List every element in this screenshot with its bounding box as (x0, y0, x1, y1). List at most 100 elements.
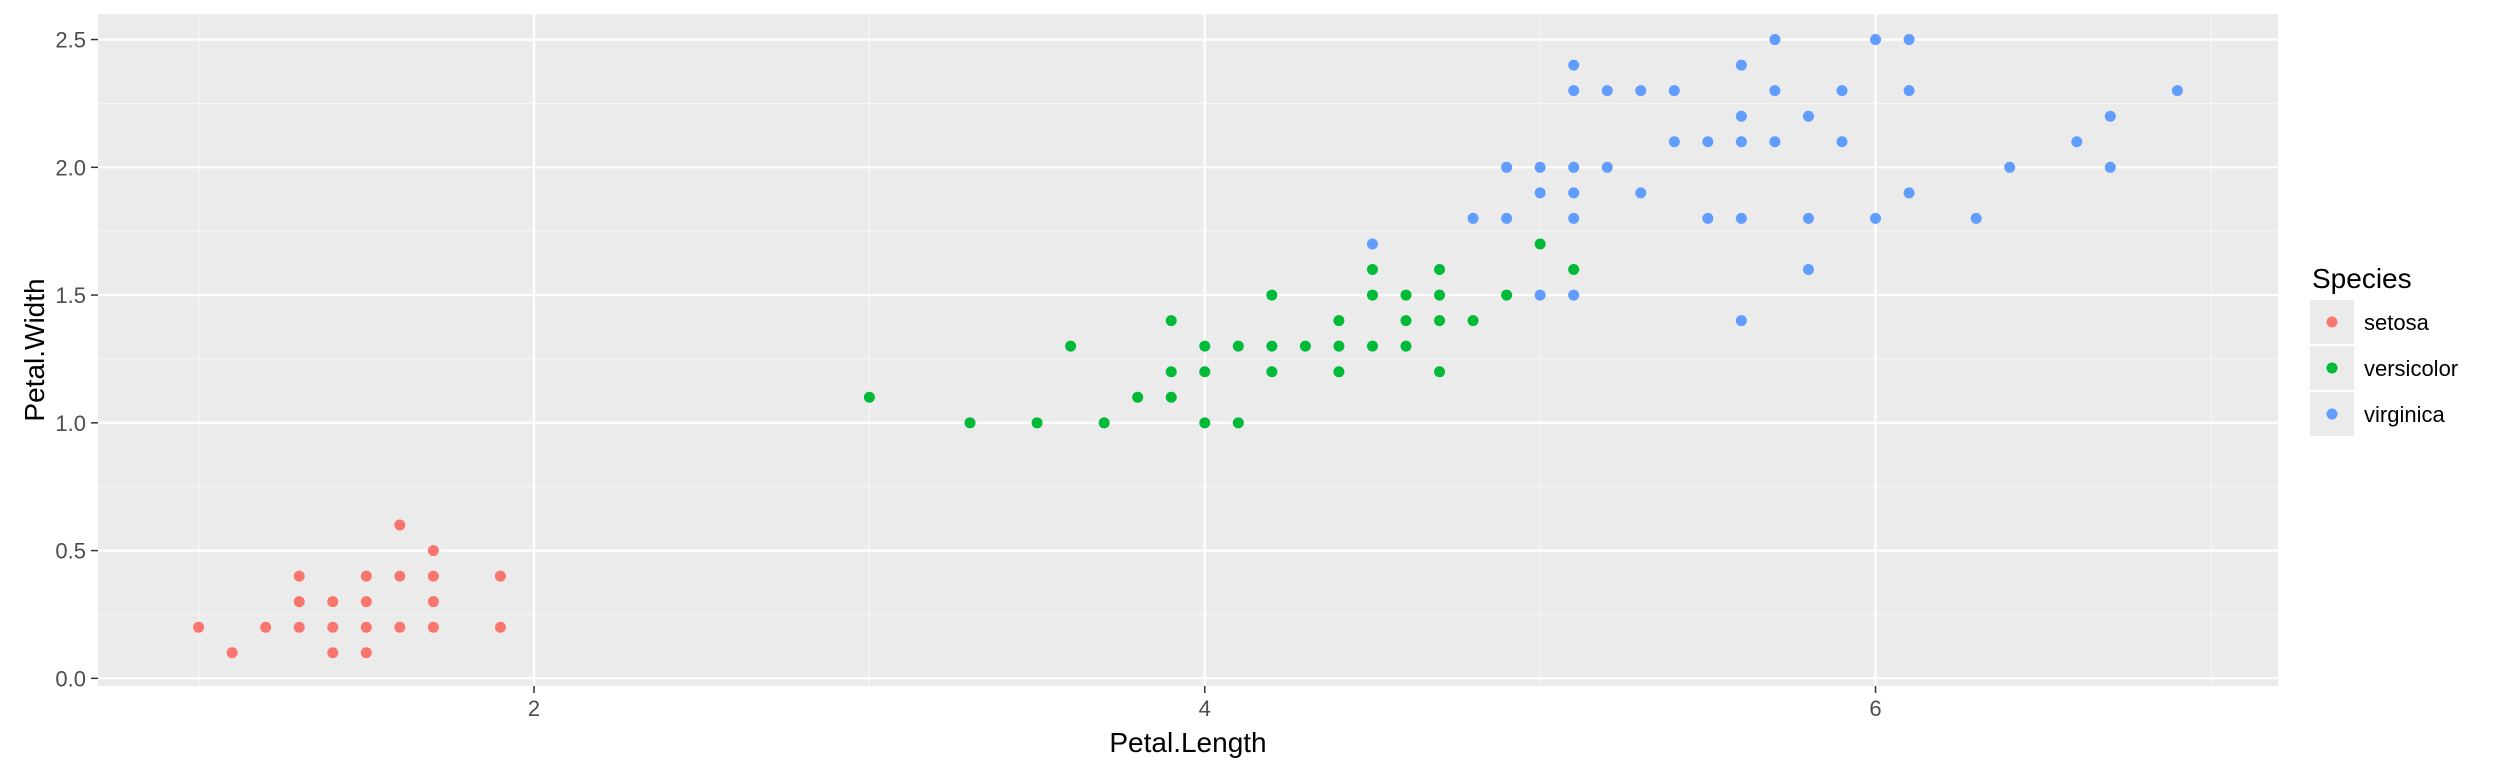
legend-key-virginica (2326, 408, 2338, 420)
data-point-virginica (1601, 161, 1613, 173)
data-point-versicolor (1400, 315, 1412, 327)
data-point-versicolor (1366, 264, 1378, 276)
y-tick-label: 2.0 (55, 155, 86, 180)
data-point-versicolor (1266, 340, 1278, 352)
data-point-virginica (1903, 187, 1915, 199)
legend-keys: setosa versicolor virginica (2310, 300, 2458, 436)
y-tick-label: 2.5 (55, 28, 86, 53)
x-tick-label: 2 (528, 696, 540, 721)
data-point-virginica (1735, 110, 1747, 122)
data-point-setosa (494, 621, 506, 633)
y-tick-label: 0.5 (55, 539, 86, 564)
data-point-virginica (1802, 110, 1814, 122)
data-point-virginica (1635, 85, 1647, 97)
grid-minor (98, 14, 2278, 686)
data-point-setosa (360, 570, 372, 582)
data-point-virginica (2104, 161, 2116, 173)
data-point-virginica (1534, 161, 1546, 173)
data-point-virginica (1501, 161, 1513, 173)
data-point-virginica (1668, 85, 1680, 97)
data-point-virginica (1970, 212, 1982, 224)
data-point-virginica (1870, 34, 1882, 46)
data-point-versicolor (1165, 366, 1177, 378)
data-point-versicolor (1031, 417, 1043, 429)
data-point-versicolor (1299, 340, 1311, 352)
data-point-versicolor (1434, 315, 1446, 327)
legend-key-versicolor (2326, 362, 2338, 374)
data-point-setosa (360, 647, 372, 659)
data-point-setosa (494, 570, 506, 582)
data-point-virginica (1366, 238, 1378, 250)
data-point-versicolor (1132, 391, 1144, 403)
legend-title: Species (2312, 263, 2412, 294)
data-point-setosa (193, 621, 205, 633)
data-point-versicolor (1199, 340, 1211, 352)
y-axis-title: Petal.Width (19, 278, 50, 421)
x-tick-label: 4 (1199, 696, 1211, 721)
data-point-versicolor (1534, 238, 1546, 250)
data-point-virginica (1735, 315, 1747, 327)
data-point-virginica (2104, 110, 2116, 122)
legend-label-setosa: setosa (2364, 310, 2430, 335)
data-point-versicolor (1165, 391, 1177, 403)
data-point-versicolor (1434, 366, 1446, 378)
data-point-versicolor (1434, 264, 1446, 276)
data-point-setosa (394, 621, 406, 633)
data-point-setosa (427, 545, 439, 557)
data-point-virginica (1568, 161, 1580, 173)
x-axis: 2 4 6 (528, 686, 1882, 721)
data-point-versicolor (1065, 340, 1077, 352)
data-point-virginica (1668, 136, 1680, 148)
data-point-virginica (1534, 187, 1546, 199)
data-points (193, 34, 2183, 659)
data-point-versicolor (1333, 366, 1345, 378)
data-point-virginica (1903, 85, 1915, 97)
data-point-setosa (293, 570, 305, 582)
data-point-versicolor (1366, 289, 1378, 301)
data-point-versicolor (1266, 289, 1278, 301)
data-point-versicolor (1568, 264, 1580, 276)
data-point-versicolor (1467, 315, 1479, 327)
data-point-virginica (1702, 136, 1714, 148)
data-point-virginica (1836, 85, 1848, 97)
data-point-versicolor (1501, 289, 1513, 301)
grid-major (98, 14, 2278, 686)
data-point-setosa (427, 570, 439, 582)
data-point-virginica (1769, 34, 1781, 46)
x-axis-title: Petal.Length (1109, 727, 1266, 758)
data-point-setosa (226, 647, 238, 659)
data-point-versicolor (1232, 340, 1244, 352)
data-point-virginica (1568, 59, 1580, 71)
data-point-setosa (293, 596, 305, 608)
data-point-virginica (1802, 212, 1814, 224)
legend-key-setosa (2326, 316, 2338, 328)
data-point-versicolor (863, 391, 875, 403)
data-point-versicolor (1199, 366, 1211, 378)
data-point-setosa (360, 596, 372, 608)
data-point-virginica (1802, 264, 1814, 276)
data-point-virginica (1501, 212, 1513, 224)
data-point-virginica (1769, 136, 1781, 148)
data-point-setosa (327, 596, 339, 608)
y-tick-label: 1.5 (55, 283, 86, 308)
y-axis: 0.0 0.5 1.0 1.5 2.0 2.5 (55, 28, 98, 691)
data-point-versicolor (964, 417, 976, 429)
data-point-virginica (1735, 59, 1747, 71)
data-point-setosa (427, 596, 439, 608)
data-point-setosa (293, 621, 305, 633)
data-point-versicolor (1366, 340, 1378, 352)
data-point-versicolor (1165, 315, 1177, 327)
legend-label-versicolor: versicolor (2364, 356, 2458, 381)
data-point-virginica (1735, 136, 1747, 148)
data-point-virginica (1568, 187, 1580, 199)
data-point-setosa (327, 647, 339, 659)
data-point-virginica (2071, 136, 2083, 148)
data-point-virginica (2171, 85, 2183, 97)
data-point-setosa (427, 621, 439, 633)
data-point-virginica (1702, 212, 1714, 224)
data-point-virginica (1903, 34, 1915, 46)
data-point-virginica (1870, 212, 1882, 224)
data-point-versicolor (1266, 366, 1278, 378)
data-point-versicolor (1232, 417, 1244, 429)
